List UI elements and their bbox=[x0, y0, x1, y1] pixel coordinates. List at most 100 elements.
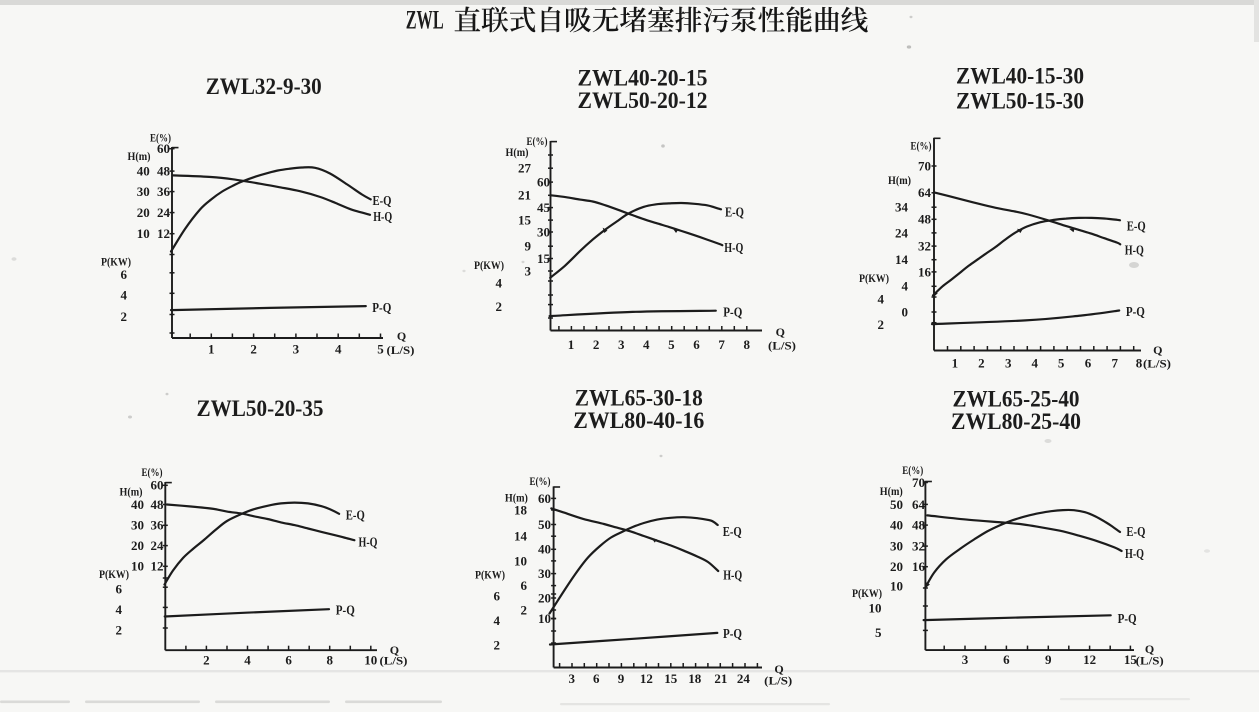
svg-text:E-Q: E-Q bbox=[346, 508, 365, 523]
svg-text:E(%): E(%) bbox=[142, 465, 163, 479]
svg-text:6: 6 bbox=[521, 578, 528, 593]
svg-text:1: 1 bbox=[952, 356, 959, 371]
svg-text:4: 4 bbox=[244, 653, 251, 668]
svg-text:H(m): H(m) bbox=[505, 490, 528, 504]
svg-text:0: 0 bbox=[902, 304, 909, 319]
svg-text:45: 45 bbox=[537, 200, 551, 215]
svg-text:ZWL50-20-35: ZWL50-20-35 bbox=[197, 396, 324, 422]
svg-text:P(KW): P(KW) bbox=[859, 271, 889, 285]
svg-text:30: 30 bbox=[137, 184, 150, 199]
svg-text:40: 40 bbox=[131, 497, 144, 512]
svg-text:3: 3 bbox=[962, 652, 969, 667]
svg-text:(L/S): (L/S) bbox=[1143, 357, 1171, 371]
svg-text:ZWL50-20-12: ZWL50-20-12 bbox=[578, 88, 708, 114]
svg-text:Q: Q bbox=[774, 662, 783, 676]
svg-text:5: 5 bbox=[377, 342, 384, 357]
svg-text:40: 40 bbox=[538, 542, 551, 557]
svg-text:1: 1 bbox=[568, 337, 575, 352]
svg-text:P-Q: P-Q bbox=[723, 626, 742, 641]
svg-text:16: 16 bbox=[918, 264, 932, 279]
svg-text:34: 34 bbox=[895, 200, 909, 215]
svg-text:H(m): H(m) bbox=[120, 485, 143, 499]
svg-text:20: 20 bbox=[890, 559, 903, 574]
svg-text:4: 4 bbox=[643, 337, 650, 352]
svg-text:Q: Q bbox=[776, 325, 785, 339]
svg-text:2: 2 bbox=[878, 317, 885, 332]
svg-text:P(KW): P(KW) bbox=[99, 567, 129, 581]
svg-text:15: 15 bbox=[1124, 652, 1138, 667]
svg-text:2: 2 bbox=[203, 653, 210, 668]
svg-text:ZWL: ZWL bbox=[406, 5, 444, 35]
svg-text:30: 30 bbox=[890, 539, 903, 554]
svg-text:5: 5 bbox=[875, 625, 882, 640]
svg-text:ZWL50-15-30: ZWL50-15-30 bbox=[956, 89, 1084, 115]
svg-text:3: 3 bbox=[618, 337, 625, 352]
svg-text:E(%): E(%) bbox=[527, 134, 548, 148]
svg-text:E-Q: E-Q bbox=[1127, 219, 1146, 234]
svg-text:H-Q: H-Q bbox=[1125, 546, 1144, 561]
svg-text:3: 3 bbox=[293, 342, 300, 357]
svg-text:8: 8 bbox=[743, 337, 750, 352]
svg-text:3: 3 bbox=[569, 671, 576, 686]
svg-text:H-Q: H-Q bbox=[359, 535, 378, 550]
svg-text:70: 70 bbox=[912, 475, 925, 490]
svg-text:48: 48 bbox=[918, 212, 932, 227]
svg-text:6: 6 bbox=[693, 337, 700, 352]
svg-text:E(%): E(%) bbox=[911, 139, 932, 153]
svg-text:24: 24 bbox=[151, 538, 165, 553]
svg-text:48: 48 bbox=[151, 497, 165, 512]
svg-text:ZWL40-15-30: ZWL40-15-30 bbox=[956, 64, 1084, 90]
svg-text:40: 40 bbox=[890, 518, 903, 533]
svg-text:H(m): H(m) bbox=[506, 145, 529, 159]
svg-text:60: 60 bbox=[538, 491, 551, 506]
svg-text:40: 40 bbox=[137, 164, 150, 179]
svg-text:4: 4 bbox=[116, 602, 123, 617]
svg-text:P(KW): P(KW) bbox=[474, 258, 504, 272]
svg-text:E-Q: E-Q bbox=[373, 193, 392, 208]
svg-text:10: 10 bbox=[514, 553, 527, 568]
svg-text:15: 15 bbox=[664, 671, 678, 686]
svg-text:60: 60 bbox=[537, 175, 550, 190]
svg-text:30: 30 bbox=[131, 518, 144, 533]
svg-text:3: 3 bbox=[525, 263, 532, 278]
svg-text:P(KW): P(KW) bbox=[475, 567, 505, 581]
svg-text:2: 2 bbox=[121, 309, 128, 324]
svg-text:7: 7 bbox=[718, 337, 725, 352]
svg-text:H-Q: H-Q bbox=[723, 568, 742, 583]
svg-text:16: 16 bbox=[912, 559, 926, 574]
svg-text:50: 50 bbox=[538, 517, 551, 532]
svg-text:20: 20 bbox=[137, 205, 150, 220]
svg-text:P-Q: P-Q bbox=[1118, 611, 1137, 626]
svg-text:4: 4 bbox=[878, 291, 885, 306]
svg-text:4: 4 bbox=[902, 279, 909, 294]
svg-text:ZWL32-9-30: ZWL32-9-30 bbox=[206, 74, 322, 100]
svg-text:12: 12 bbox=[157, 226, 170, 241]
svg-text:Q: Q bbox=[390, 643, 399, 657]
svg-text:6: 6 bbox=[121, 267, 128, 282]
svg-text:E(%): E(%) bbox=[150, 131, 171, 145]
svg-text:60: 60 bbox=[157, 141, 170, 156]
svg-text:ZWL65-30-18: ZWL65-30-18 bbox=[575, 386, 703, 412]
svg-text:E-Q: E-Q bbox=[1126, 524, 1145, 539]
svg-text:10: 10 bbox=[137, 226, 150, 241]
svg-text:10: 10 bbox=[364, 653, 377, 668]
svg-text:3: 3 bbox=[1005, 356, 1012, 371]
svg-text:12: 12 bbox=[640, 671, 653, 686]
svg-text:64: 64 bbox=[918, 185, 932, 200]
svg-text:4: 4 bbox=[335, 342, 342, 357]
svg-text:E(%): E(%) bbox=[530, 474, 551, 488]
svg-text:(L/S): (L/S) bbox=[768, 339, 796, 353]
svg-text:4: 4 bbox=[121, 288, 128, 303]
svg-text:(L/S): (L/S) bbox=[764, 674, 792, 688]
svg-text:1: 1 bbox=[208, 342, 215, 357]
svg-text:ZWL80-40-16: ZWL80-40-16 bbox=[573, 408, 704, 434]
svg-text:P-Q: P-Q bbox=[723, 304, 742, 319]
svg-text:(L/S): (L/S) bbox=[380, 653, 408, 667]
svg-text:E(%): E(%) bbox=[902, 463, 923, 477]
svg-text:2: 2 bbox=[593, 337, 600, 352]
svg-text:2: 2 bbox=[494, 637, 501, 652]
svg-text:2: 2 bbox=[521, 602, 528, 617]
svg-text:36: 36 bbox=[157, 184, 171, 199]
svg-text:8: 8 bbox=[326, 653, 333, 668]
svg-text:20: 20 bbox=[131, 538, 144, 553]
